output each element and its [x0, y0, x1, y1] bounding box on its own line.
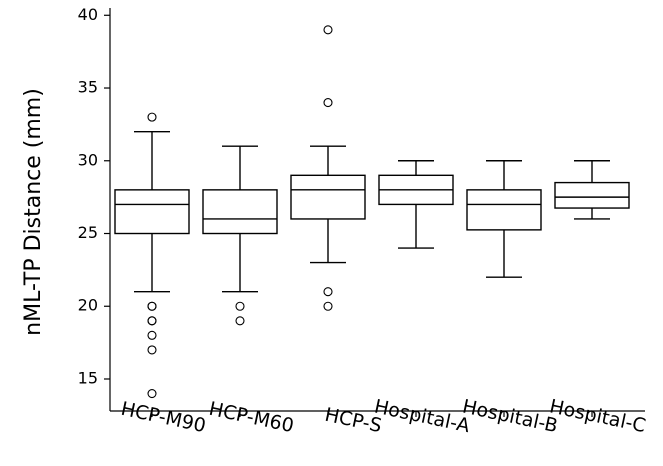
x-axis: HCP-M90 HCP-M60 HCP-SHospital-AHospital-BH…	[110, 395, 648, 437]
y-axis: 15 20 25 30 35 40	[78, 5, 111, 411]
y-tick-label: 40	[78, 5, 98, 24]
outlier-point	[147, 388, 157, 399]
iqr-box	[114, 189, 190, 235]
outlier-point	[147, 301, 157, 311]
outlier-point	[147, 112, 157, 122]
outlier-point	[147, 345, 157, 355]
x-tick-label: Hospital-A	[372, 396, 471, 438]
outlier-point	[323, 98, 333, 108]
x-tick-label: Hospital-C	[548, 395, 648, 437]
box-hcp-m60	[202, 145, 278, 326]
box-hcp-s	[290, 25, 366, 311]
outlier-point	[147, 330, 157, 340]
y-tick-label: 25	[78, 223, 98, 242]
y-axis-title: nML-TP Distance (mm)	[21, 88, 46, 336]
iqr-box	[554, 181, 630, 209]
iqr-box	[466, 189, 542, 231]
boxes	[114, 25, 630, 399]
y-tick-label: 20	[78, 296, 98, 315]
y-tick-label: 35	[78, 78, 98, 97]
outlier-point	[147, 316, 157, 326]
box-hospital-c	[554, 160, 630, 220]
box-hospital-b	[466, 160, 542, 278]
outlier-point	[235, 301, 245, 311]
iqr-box	[202, 189, 278, 235]
x-tick-label: Hospital-B	[460, 396, 559, 438]
x-tick-label: HCP-M90	[119, 398, 208, 437]
y-tick-label: 15	[78, 368, 98, 387]
outlier-point	[323, 287, 333, 297]
box-hcp-m90	[114, 112, 190, 399]
x-tick-label: HCP-M60	[207, 398, 296, 437]
outlier-point	[323, 301, 333, 311]
y-tick-label: 30	[78, 150, 98, 169]
outlier-point	[323, 25, 333, 35]
outlier-point	[235, 316, 245, 326]
box-hospital-a	[378, 160, 454, 249]
iqr-box	[290, 174, 366, 220]
